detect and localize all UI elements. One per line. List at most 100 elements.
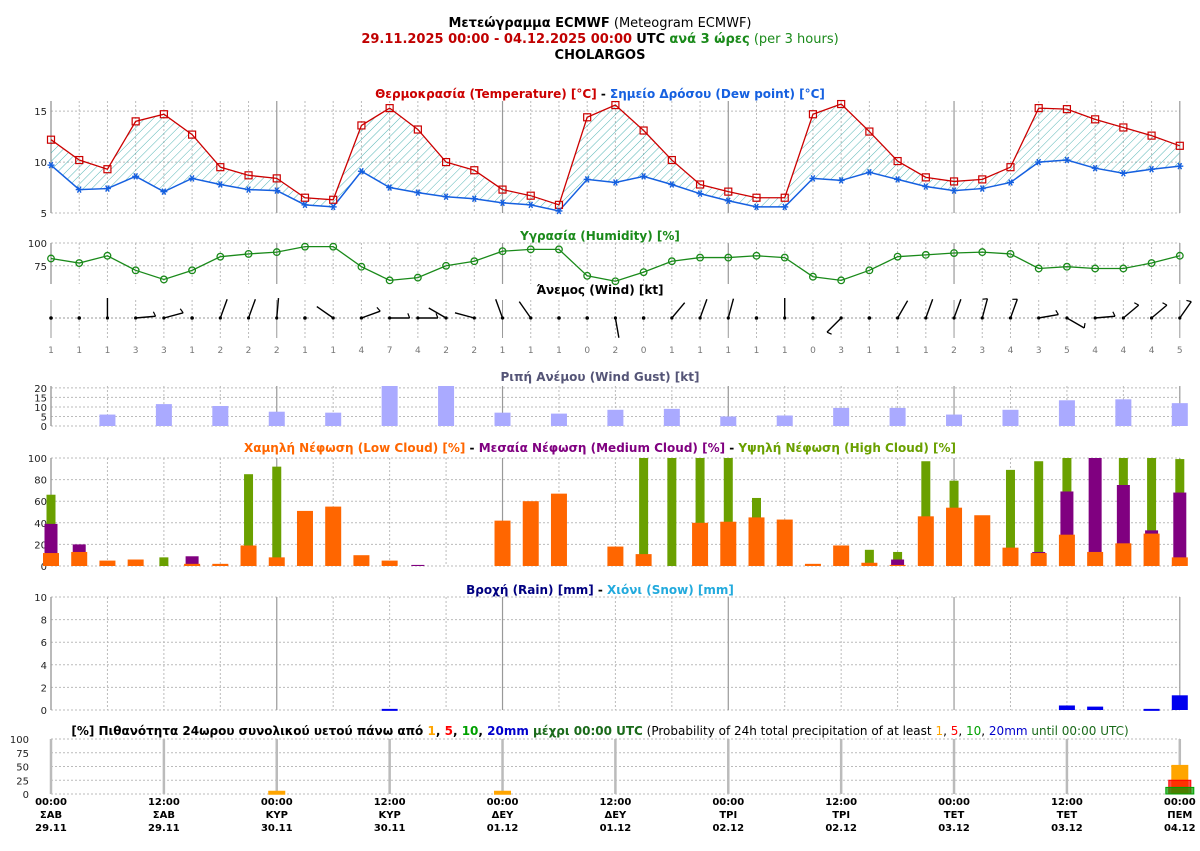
wind-speed-label: 4 [359,346,365,356]
dewpoint-star-arm [359,167,364,175]
dewpoint-point [696,190,704,198]
dewpoint-point [75,186,83,193]
low-cloud-bar [635,554,652,566]
wind-calm-dot [585,316,589,320]
wind-calm-dot [754,316,759,320]
humidity-point [780,253,789,262]
dewpoint-point [809,175,817,182]
wind-barb-feather [1186,299,1192,303]
low-cloud-bar [550,493,567,566]
humidity-point [555,245,563,254]
wind-speed-label: 2 [613,346,619,356]
wind-barb-dot [698,316,702,320]
temperature-point [611,100,620,110]
rain-bar [381,708,398,711]
temperature-point [837,99,846,109]
wind-barb-dot [952,316,956,320]
probability-title-part: 1 [935,724,943,738]
wind-barb [1149,302,1168,320]
wind-speed-label: 1 [754,346,760,356]
wind-barb-dot [500,316,505,320]
wind-barb-feather [982,298,988,300]
low-cloud-bar [325,506,342,566]
dewpoint-star-arm [1036,158,1042,166]
temperature-point [300,193,310,202]
interval-en: (per 3 hours) [753,32,839,47]
dewpoint-point [865,168,873,176]
temperature-point [667,155,676,165]
probability-title-part: , [436,724,445,738]
humidity-point [1006,249,1015,258]
wind-barb-feather [1112,311,1116,317]
wind-speed-label: 3 [133,346,139,356]
wind-barb-shaft [1095,315,1116,319]
wind-speed-label: 4 [415,346,421,356]
wind-barb-shaft [247,298,257,319]
temp-ytick: 5 [41,209,47,220]
low-cloud-bar [296,510,313,566]
high-cloud-bar [639,458,649,566]
dewpoint-point [442,193,450,201]
low-cloud-bar [99,560,116,566]
wind-barb-shaft [699,298,708,319]
rain-bar [1171,695,1188,710]
temperature-line [50,103,1181,206]
probability-title-part: until 00:00 UTC) [1028,724,1129,738]
probability-title-part: 1 [427,724,435,738]
humidity-point [413,273,422,282]
x-tick-day: ΚΥΡ [378,810,400,821]
dewpoint-star-arm [443,193,449,201]
wind-speed-label: 5 [1177,346,1183,356]
wind-speed-label: 2 [217,346,223,356]
gust-bar [1171,403,1188,426]
rain-grid [50,596,1181,711]
temperature-point [244,171,253,180]
wind-barb-shaft [495,298,504,319]
x-tick-day: ΣΑΒ [153,810,175,821]
wind-barb-dot [1149,316,1154,320]
wind-barb-shaft [219,298,228,319]
humidity-point [1119,264,1128,273]
humidity-point [47,254,55,263]
wind-barb-feather [179,308,184,314]
low-cloud-bar [776,519,793,566]
x-tick-time: 00:00 [938,797,970,808]
x-tick-time: 00:00 [487,797,519,808]
dewpoint-star-arm [76,186,82,193]
dewpoint-point [188,175,196,182]
wind-calm-dot [811,316,815,320]
cloud-ytick: 20 [34,540,47,551]
gust-bar [99,414,116,426]
humidity-point [188,266,197,275]
low-cloud-bar [946,507,963,566]
dewpoint-point [894,176,902,183]
date-range: 29.11.2025 00:00 - 04.12.2025 00:00 [361,32,633,47]
low-cloud-bar [889,564,906,566]
wind-speed-label: 1 [669,346,675,356]
probability-title-part: , [943,724,951,738]
gust-bar [381,386,398,426]
medium-cloud-bar [1088,458,1102,566]
dewpoint-point [640,172,648,180]
humidity-line [50,245,1180,282]
dewpoint-star-arm [979,185,985,192]
temperature-point [1147,131,1156,140]
x-tick-day: ΣΑΒ [40,810,62,821]
rain-ytick: 10 [34,593,47,604]
wind-barb-dot [613,316,618,320]
x-tick-date: 03.12 [1051,823,1083,834]
dewpoint-star-arm [1177,162,1183,170]
dewpoint-star-arm [754,203,759,211]
prob-bar-10mm [1165,786,1195,795]
high-cloud-bar [921,461,931,566]
wind-speed-label: 2 [246,346,252,356]
temperature-point [272,174,281,183]
wind-speed-label: 4 [1092,346,1098,356]
x-tick-date: 29.11 [35,823,67,834]
dewpoint-point [103,185,111,192]
high-cloud-bar [667,458,677,566]
wind-barb-shaft [135,315,156,319]
humidity-point [696,253,705,262]
wind-barb-feather [1162,302,1168,306]
x-tick-time: 12:00 [148,797,180,808]
